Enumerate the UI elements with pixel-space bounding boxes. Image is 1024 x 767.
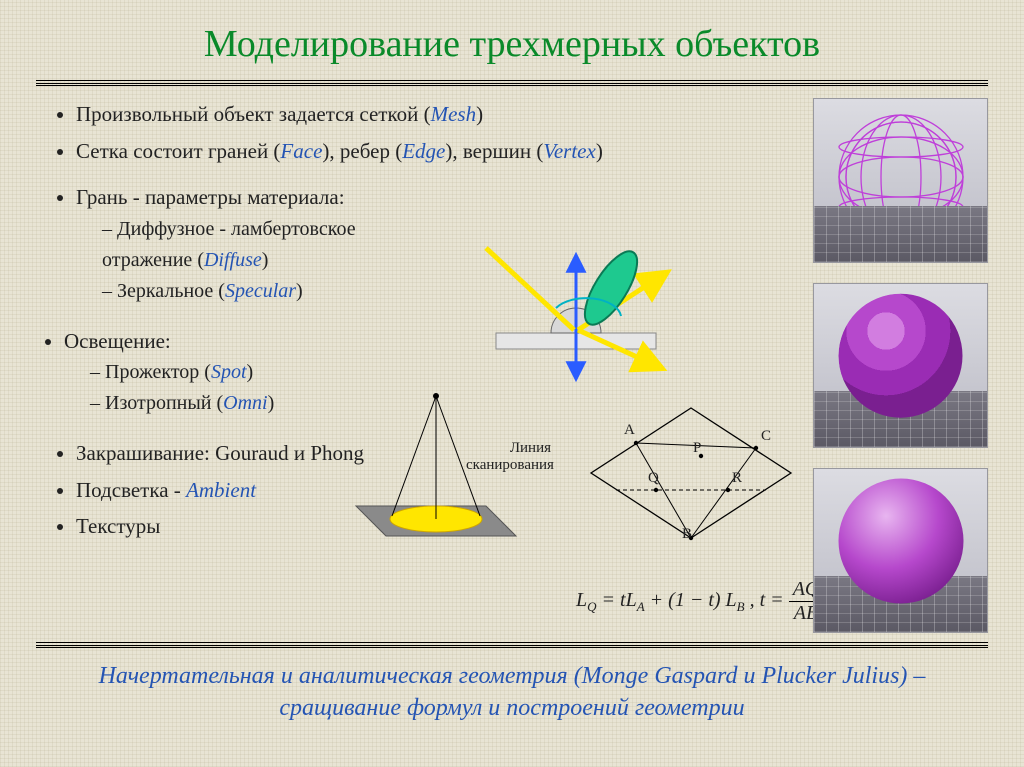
smooth-sphere-icon (838, 478, 963, 603)
bottom-rule (36, 642, 988, 648)
reflection-diagram (466, 238, 686, 388)
sphere-wireframe-panel (813, 98, 988, 263)
bullet-diffuse: Диффузное - ламбертовское отражение (Dif… (102, 214, 436, 276)
slide-title: Моделирование трехмерных объектов (36, 22, 988, 66)
sphere-smooth-panel (813, 468, 988, 633)
label-R: R (732, 470, 742, 487)
label-Q: Q (648, 470, 659, 487)
scanline-diagram: Линия сканирования A C P Q R B (556, 398, 816, 563)
bullet-specular: Зеркальное (Specular) (102, 276, 436, 307)
flat-sphere-icon (838, 293, 963, 418)
bullet-mesh: Произвольный объект задается сеткой (Mes… (76, 98, 676, 131)
label-P: P (693, 440, 701, 457)
label-C: C (761, 428, 771, 445)
footer-note: Начертательная и аналитическая геометрия… (36, 660, 988, 725)
sphere-flat-panel (813, 283, 988, 448)
bullet-spot: Прожектор (Spot) (90, 357, 336, 388)
bullet-material: Грань - параметры материала: Диффузное -… (76, 181, 436, 307)
label-B: B (682, 526, 692, 543)
label-A: A (624, 422, 635, 439)
scan-label: Линия сканирования (466, 440, 551, 474)
bullet-omni: Изотропный (Omni) (90, 388, 336, 419)
interpolation-formula: LQ = tLA + (1 − t) LB , t = AQAB (576, 578, 823, 625)
top-rule (36, 80, 988, 86)
content-area: Произвольный объект задается сеткой (Mes… (36, 98, 988, 638)
bullet-mesh-parts: Сетка состоит граней (Face), ребер (Edge… (76, 135, 676, 168)
bullet-lighting: Освещение: Прожектор (Spot) Изотропный (… (64, 325, 336, 420)
